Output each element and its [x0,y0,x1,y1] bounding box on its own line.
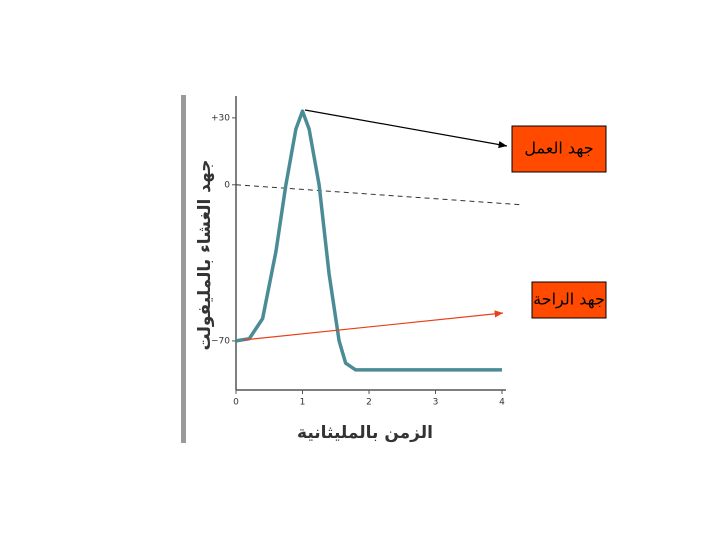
annotation-box [531,281,607,319]
annotation-text: جهد الراحة [533,290,605,310]
y-tick-label: 0 [224,180,230,190]
x-tick-label: 3 [433,398,439,408]
y-tick-label: +30 [211,113,230,123]
annotation-text: جهد العمل [524,139,593,159]
data-line [235,109,502,372]
y-axis-label: جهد الغشاء بالمليفولت [195,159,215,350]
annotation-box [511,125,607,173]
x-tick-label: 1 [300,398,306,408]
annotation-arrow [242,310,504,341]
x-tick-label: 0 [233,398,239,408]
y-tick-label: −70 [211,336,230,346]
scan-edge [181,95,186,443]
reference-line [235,184,523,206]
annotation-arrow [304,109,508,149]
x-axis-label: الزمن بالمليثانية [297,423,433,443]
x-tick-label: 4 [499,398,505,408]
x-tick-label: 2 [366,398,372,408]
